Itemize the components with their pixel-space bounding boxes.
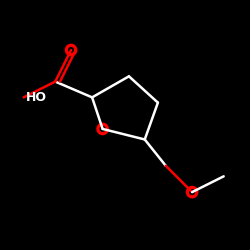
Text: HO: HO — [26, 91, 47, 104]
